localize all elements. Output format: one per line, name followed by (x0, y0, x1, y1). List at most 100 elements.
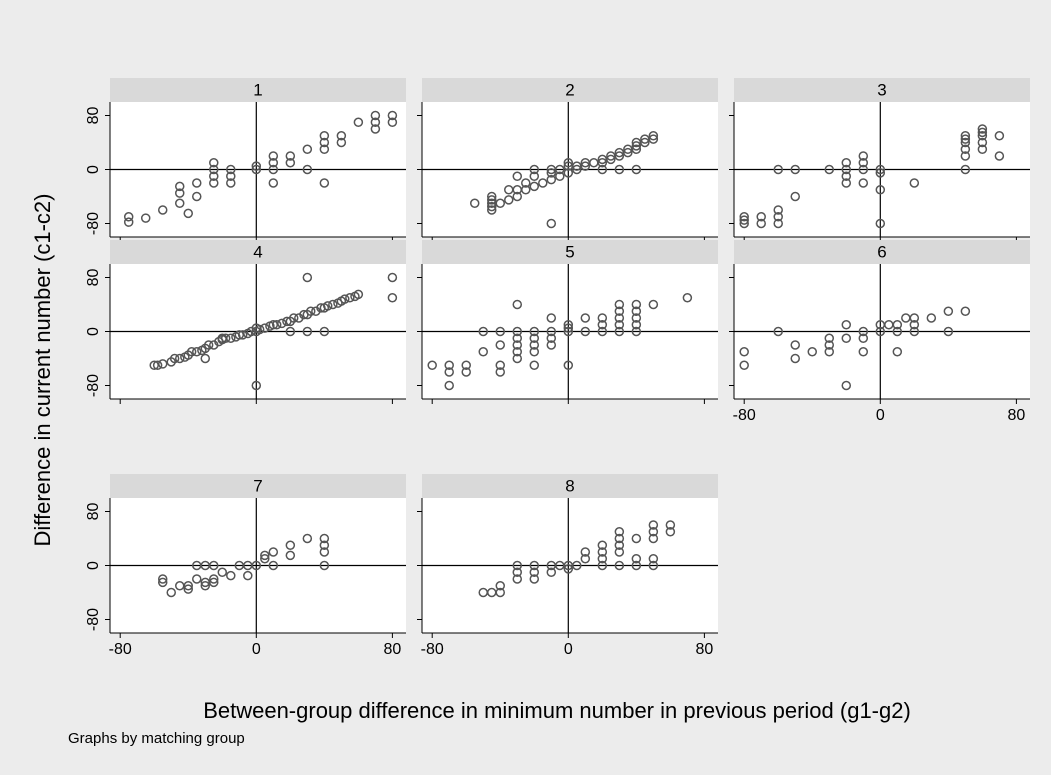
panel-header (110, 240, 406, 264)
point (183, 208, 194, 219)
point (183, 581, 194, 591)
point (243, 570, 253, 581)
point (529, 347, 540, 357)
point (648, 134, 659, 144)
point (444, 367, 454, 377)
point (174, 188, 185, 198)
point (226, 164, 236, 175)
y-tick-label: 0 (85, 165, 102, 174)
point (640, 137, 650, 148)
point (226, 178, 236, 188)
point (529, 340, 540, 350)
point (203, 340, 214, 350)
point (486, 191, 497, 202)
x-tick-label: 0 (876, 407, 885, 424)
point (824, 347, 835, 357)
point (512, 353, 523, 364)
point (807, 347, 818, 357)
point (572, 560, 582, 571)
point (237, 330, 248, 340)
point (631, 554, 642, 564)
point (631, 141, 642, 151)
point (340, 294, 350, 304)
point (790, 353, 800, 364)
point (169, 353, 180, 364)
point (994, 131, 1005, 141)
point (875, 164, 886, 175)
point (186, 347, 197, 357)
point (563, 360, 574, 370)
point (580, 554, 591, 564)
point (174, 181, 185, 192)
point (824, 333, 835, 343)
point (614, 320, 625, 330)
point (504, 185, 514, 195)
point (174, 353, 185, 364)
point (773, 326, 783, 337)
point (648, 560, 659, 571)
point (977, 144, 988, 154)
point (504, 195, 514, 205)
point (773, 212, 783, 222)
point (370, 110, 381, 121)
point (563, 326, 574, 337)
point (614, 313, 625, 323)
point (302, 533, 313, 544)
point (546, 174, 557, 185)
point (841, 158, 852, 168)
point (157, 359, 168, 369)
point (994, 151, 1005, 161)
point (665, 527, 676, 537)
point (909, 326, 920, 337)
x-tick-label: 80 (1007, 407, 1025, 424)
point (631, 313, 642, 323)
point (345, 293, 355, 303)
point (387, 117, 398, 127)
point (285, 540, 296, 550)
point (756, 218, 766, 229)
panel-title: 8 (565, 476, 574, 495)
point (166, 587, 176, 598)
point (209, 574, 219, 584)
y-tick-label: 0 (85, 561, 102, 570)
y-axis-title: Difference in current number (c1-c2) (30, 194, 55, 547)
point (580, 313, 591, 323)
point (597, 158, 608, 168)
point (739, 215, 749, 225)
point (285, 151, 296, 161)
point (271, 320, 282, 330)
point (614, 299, 625, 310)
point (387, 272, 398, 283)
point (756, 212, 766, 222)
point (251, 380, 262, 391)
point (512, 560, 523, 571)
point (563, 564, 574, 574)
point (555, 164, 565, 175)
point (183, 584, 194, 594)
panel-title: 6 (877, 242, 886, 261)
x-tick-label: -80 (733, 407, 756, 424)
point (648, 533, 659, 544)
x-tick-label: 80 (695, 641, 713, 658)
point (174, 198, 185, 208)
point (597, 560, 608, 571)
point (892, 326, 903, 337)
y-tick-label: 0 (85, 327, 102, 336)
point (631, 320, 642, 330)
point (858, 333, 869, 343)
point (123, 217, 134, 227)
y-tick-label: -80 (85, 374, 102, 397)
point (209, 164, 219, 175)
point (841, 320, 852, 330)
point (444, 380, 454, 391)
panel-title: 1 (253, 80, 262, 99)
point (461, 360, 471, 370)
point (572, 164, 582, 175)
point (209, 178, 219, 188)
point (529, 164, 540, 175)
point (875, 218, 886, 229)
point (773, 205, 783, 215)
point (546, 340, 557, 350)
point (909, 320, 920, 330)
point (220, 333, 231, 343)
